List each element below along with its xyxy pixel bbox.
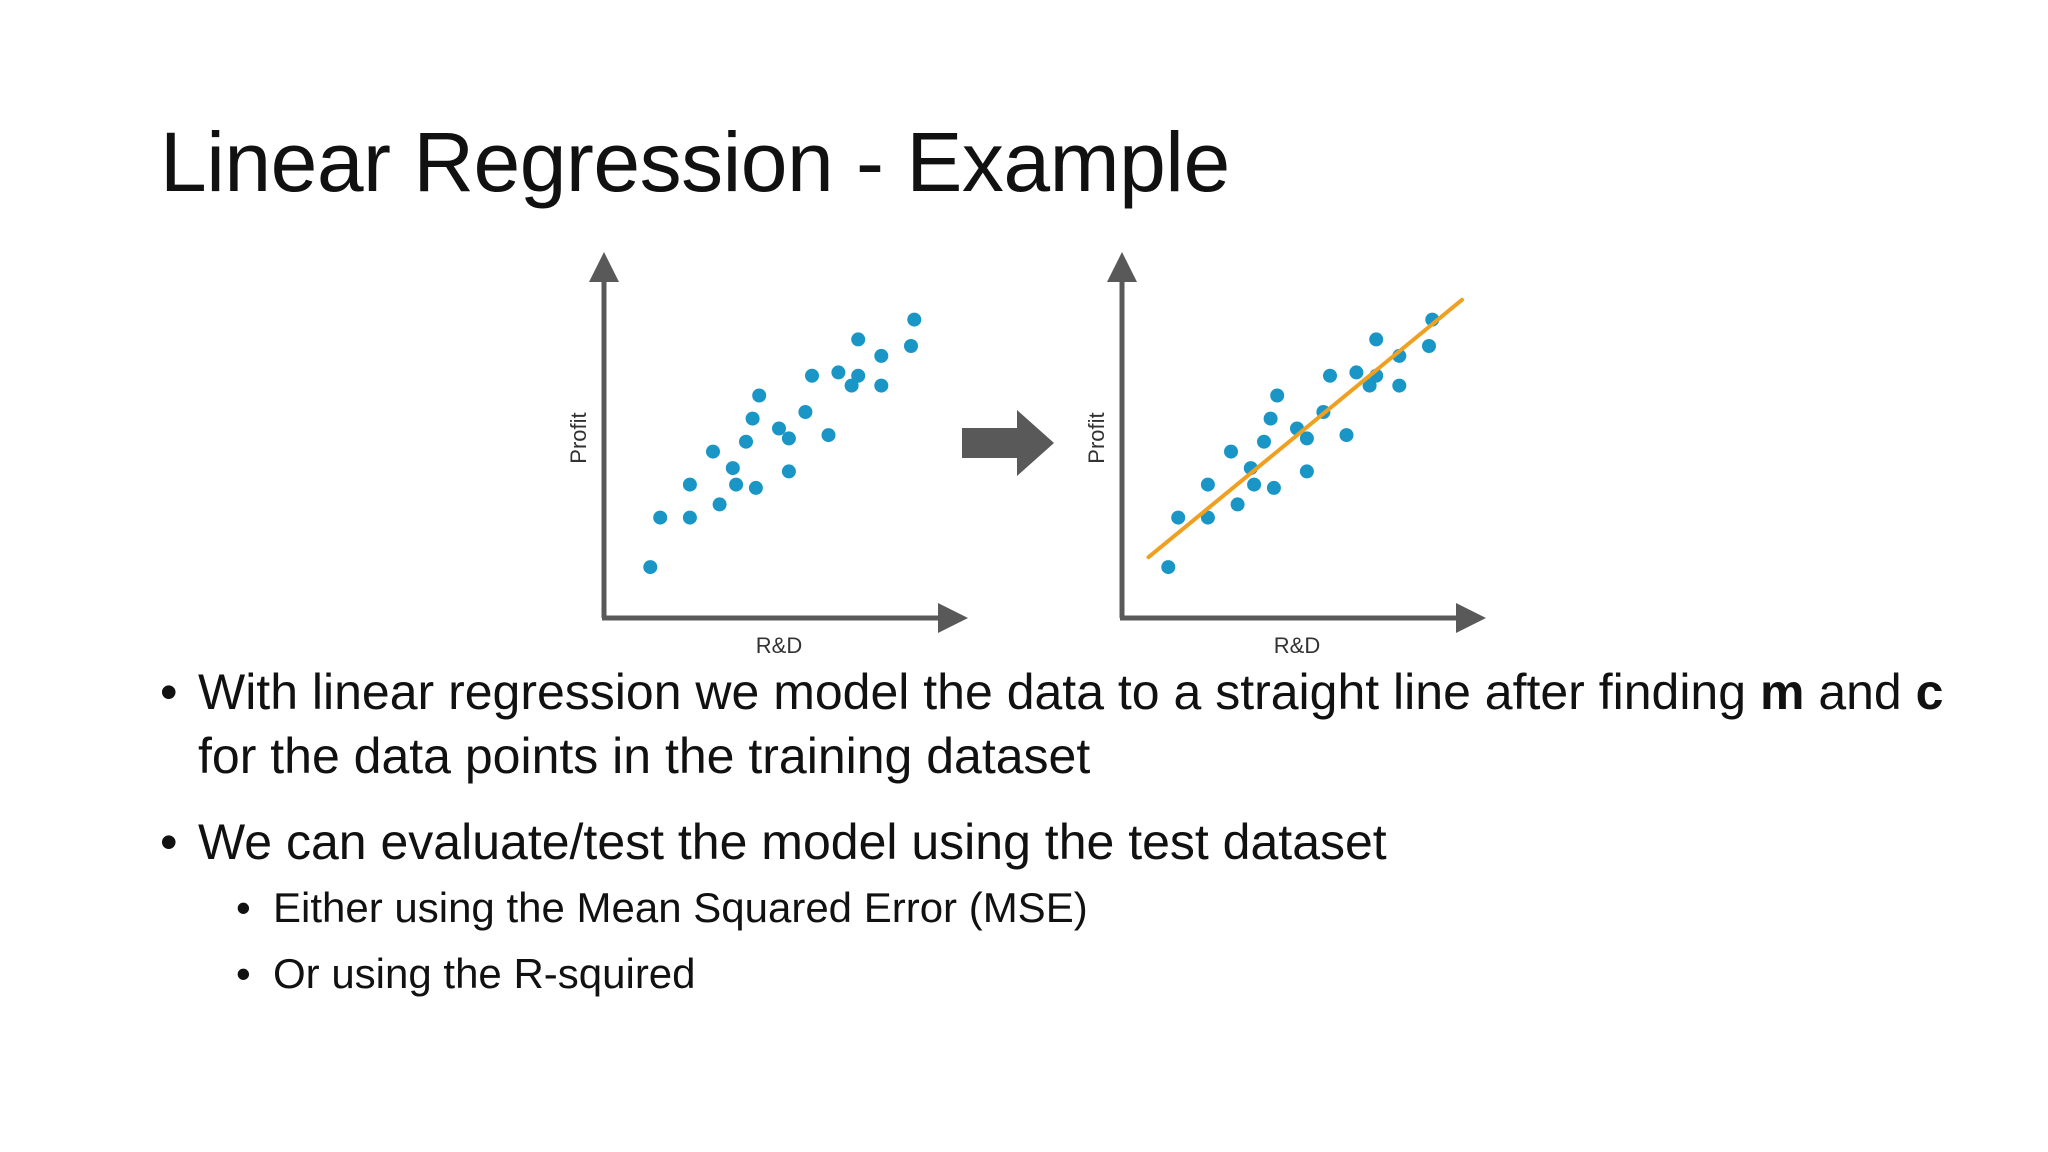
data-point [1422, 339, 1436, 353]
bullet-dot: • [236, 884, 251, 931]
data-point [1299, 431, 1314, 446]
data-point [653, 510, 668, 525]
data-point [1362, 378, 1377, 393]
data-point [1200, 510, 1215, 525]
bullet-text-c: c [1915, 664, 1944, 720]
data-point [851, 332, 866, 347]
data-point [821, 428, 836, 443]
sub-bullet-text: Or using the R-squired [273, 950, 696, 997]
points-group [1161, 312, 1440, 575]
x-axis-label: R&D [1274, 633, 1320, 658]
data-point [752, 388, 767, 403]
bullet-item: • We can evaluate/test the model using t… [160, 810, 1980, 1002]
data-point [739, 434, 753, 449]
data-point [1392, 378, 1407, 393]
data-point [1425, 312, 1440, 327]
data-point [798, 405, 813, 419]
data-point [1349, 365, 1364, 380]
data-point [772, 421, 786, 436]
data-point [1161, 560, 1176, 575]
bullet-dot: • [236, 950, 251, 997]
y-axis-label: Profit [1084, 412, 1109, 463]
data-point [831, 365, 846, 380]
data-point [712, 497, 727, 512]
data-point [1171, 510, 1186, 525]
data-point [1392, 348, 1407, 363]
x-axis-label: R&D [756, 633, 802, 658]
slide-title: Linear Regression - Example [160, 115, 1230, 209]
data-point [725, 461, 740, 476]
data-point [1270, 388, 1285, 403]
data-point [805, 368, 819, 383]
regression-line [1146, 297, 1464, 560]
data-point [1290, 421, 1304, 436]
data-point [706, 444, 720, 459]
data-point [851, 368, 866, 383]
data-point [1230, 497, 1245, 512]
data-point [1299, 464, 1314, 479]
sub-bullet-item: • Or using the R-squired [236, 946, 1980, 1002]
data-point [1263, 411, 1278, 426]
transform-arrow-icon [962, 410, 1054, 476]
data-point [682, 510, 697, 525]
points-group [643, 312, 922, 575]
data-point [1369, 332, 1384, 347]
data-point [1243, 461, 1258, 476]
bullet-dot: • [160, 664, 178, 720]
sub-bullet-text: Either using the Mean Squared Error (MSE… [273, 884, 1088, 931]
data-point [1369, 368, 1384, 383]
data-point [781, 464, 796, 479]
data-point [907, 312, 922, 327]
data-point [844, 378, 859, 393]
bullet-text: for the data points in the training data… [198, 728, 1091, 784]
data-point [1339, 428, 1354, 443]
bullet-text-m: m [1759, 664, 1805, 720]
bullet-item: • With linear regression we model the da… [160, 660, 1980, 788]
chart-after: R&D Profit [1084, 252, 1486, 658]
bullet-text: With linear regression we model the data… [198, 664, 1760, 720]
data-point [1200, 477, 1215, 492]
data-point [748, 480, 763, 495]
data-point [1266, 480, 1281, 495]
data-point [729, 477, 744, 492]
chart-before: R&D Profit [566, 252, 968, 658]
data-point [745, 411, 760, 426]
data-point [1224, 444, 1238, 459]
data-point [874, 378, 889, 393]
data-point [1257, 434, 1271, 449]
data-point [1316, 405, 1331, 419]
data-point [1247, 477, 1262, 492]
y-axis-label: Profit [566, 412, 591, 463]
data-point [1323, 368, 1337, 383]
data-point [904, 339, 918, 353]
data-point [781, 431, 796, 446]
bullet-list: • With linear regression we model the da… [160, 660, 1980, 1024]
bullet-text: and [1804, 664, 1916, 720]
sub-bullet-list: • Either using the Mean Squared Error (M… [198, 880, 1980, 1002]
data-point [643, 560, 658, 575]
data-point [874, 348, 889, 363]
sub-bullet-item: • Either using the Mean Squared Error (M… [236, 880, 1980, 936]
bullet-dot: • [160, 814, 178, 870]
bullet-text: We can evaluate/test the model using the… [198, 814, 1387, 870]
data-point [682, 477, 697, 492]
